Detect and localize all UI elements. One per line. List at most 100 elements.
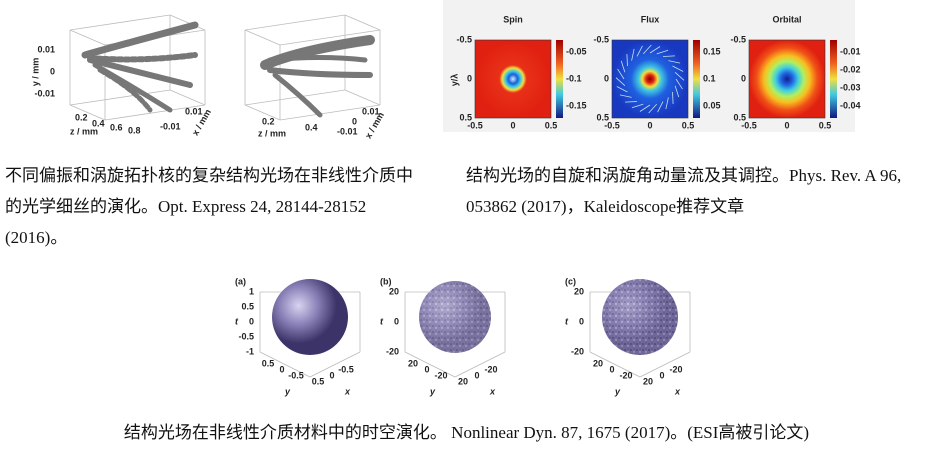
t-tick: -1 bbox=[246, 346, 254, 356]
axis-label: x bbox=[674, 386, 681, 396]
colorbar-tick: -0.05 bbox=[566, 46, 587, 56]
axis-label: z / mm bbox=[258, 128, 286, 138]
axis-label: t bbox=[235, 316, 239, 326]
x-tick: 0 bbox=[329, 370, 334, 380]
box-edge bbox=[309, 351, 361, 378]
caption-1: 不同偏振和涡旋拓扑核的复杂结构光场在非线性介质中的光学细丝的演化。Opt. Ex… bbox=[5, 166, 413, 247]
y-tick: 20 bbox=[593, 358, 603, 368]
panel-title: Spin bbox=[503, 14, 523, 24]
sphere bbox=[272, 279, 348, 355]
tick: 0.2 bbox=[262, 116, 275, 126]
flux-arrow bbox=[675, 78, 683, 90]
panel-label: (c) bbox=[565, 276, 576, 286]
colorbar-tick: 0.1 bbox=[703, 73, 716, 83]
x-tick: 20 bbox=[643, 376, 653, 386]
axis-label: t bbox=[380, 316, 384, 326]
panel-title: Flux bbox=[641, 14, 660, 24]
tick: 0.4 bbox=[305, 122, 318, 132]
flux-arrow bbox=[642, 44, 652, 55]
box-edge bbox=[404, 351, 456, 378]
x-tick: 0 bbox=[474, 370, 479, 380]
box-edge bbox=[639, 351, 691, 378]
axis-label: y/λ bbox=[449, 74, 459, 87]
panel-label: (a) bbox=[235, 276, 246, 286]
y-tick: -20 bbox=[434, 370, 447, 380]
axis-label: y bbox=[429, 386, 436, 396]
flux-arrow bbox=[626, 54, 628, 67]
x-tick: 0 bbox=[510, 120, 515, 130]
tick: 0.01 bbox=[185, 106, 203, 116]
colorbar-tick: 0.05 bbox=[703, 100, 721, 110]
flux-arrow bbox=[625, 101, 638, 103]
flux-arrow bbox=[657, 101, 664, 113]
flux-arrow bbox=[649, 46, 661, 54]
heatmap bbox=[748, 39, 826, 119]
box-edge bbox=[454, 351, 506, 378]
y-tick: 0 bbox=[609, 364, 614, 374]
x-tick: -20 bbox=[484, 364, 497, 374]
x-tick: -0.5 bbox=[338, 364, 354, 374]
flux-arrow bbox=[620, 60, 626, 73]
tick: -0.01 bbox=[34, 88, 55, 98]
axis-label: y / mm bbox=[30, 58, 40, 87]
x-tick: 0.5 bbox=[819, 120, 832, 130]
fig3: (a)10.50-0.5-1t0.50.500-0.5-0.5y x(b)200-… bbox=[235, 276, 691, 396]
filaments-2 bbox=[260, 35, 375, 118]
tick: 0.01 bbox=[37, 44, 55, 54]
t-tick: -20 bbox=[571, 346, 584, 356]
t-tick: 20 bbox=[389, 286, 399, 296]
y-tick: -0.5 bbox=[456, 34, 472, 44]
tick: 0.6 bbox=[110, 122, 123, 132]
x-tick: 0 bbox=[647, 120, 652, 130]
y-tick: 0 bbox=[279, 364, 284, 374]
tick: 0 bbox=[50, 66, 55, 76]
y-tick: 0.5 bbox=[733, 112, 746, 122]
x-tick: -0.5 bbox=[467, 120, 483, 130]
t-tick: 0 bbox=[249, 316, 254, 326]
x-tick: -0.5 bbox=[604, 120, 620, 130]
colorbar-tick: -0.03 bbox=[840, 82, 861, 92]
sphere-shade bbox=[419, 281, 491, 353]
y-tick: -20 bbox=[619, 370, 632, 380]
flux-arrow bbox=[617, 68, 625, 80]
flux-arrow bbox=[639, 104, 651, 112]
x-tick: 20 bbox=[458, 376, 468, 386]
colorbar-tick: -0.1 bbox=[566, 73, 582, 83]
t-tick: -20 bbox=[386, 346, 399, 356]
x-tick: 0 bbox=[659, 370, 664, 380]
t-tick: 0.5 bbox=[241, 301, 254, 311]
t-tick: 0 bbox=[579, 316, 584, 326]
tick: 0 bbox=[352, 116, 357, 126]
colorbar-tick: -0.04 bbox=[840, 100, 861, 110]
axis-label: y bbox=[614, 386, 621, 396]
fig2: Spin -0.05 -0.1 -0.15 -0.5 -0.5 0 0 0.5 0.5 Flux 0.… bbox=[456, 14, 860, 130]
flux-arrow bbox=[662, 55, 675, 57]
colorbar-tick: -0.02 bbox=[840, 64, 861, 74]
tick: -0.01 bbox=[337, 126, 358, 136]
y-tick: 0.5 bbox=[262, 358, 275, 368]
y-tick: -0.5 bbox=[730, 34, 746, 44]
tick: 0.8 bbox=[128, 125, 141, 135]
flux-arrow bbox=[672, 65, 684, 72]
panel-label: (b) bbox=[380, 276, 392, 286]
y-tick: 0 bbox=[467, 73, 472, 83]
box-edge bbox=[589, 351, 641, 378]
x-tick: -20 bbox=[669, 364, 682, 374]
x-tick: 0.5 bbox=[682, 120, 695, 130]
y-tick: 0.5 bbox=[596, 112, 609, 122]
colorbar-tick: -0.01 bbox=[840, 46, 861, 56]
colorbar bbox=[693, 40, 700, 118]
flux-arrow bbox=[674, 85, 680, 98]
flux-arrow bbox=[619, 94, 632, 98]
axis-label: x bbox=[344, 386, 351, 396]
y-tick: 0 bbox=[604, 73, 609, 83]
y-tick: -0.5 bbox=[288, 370, 304, 380]
caption-3: 结构光场在非线性介质材料中的时空演化。 Nonlinear Dyn. 87, 1… bbox=[123, 423, 810, 442]
colorbar bbox=[556, 40, 563, 118]
box-2 bbox=[244, 14, 381, 121]
t-tick: -0.5 bbox=[238, 331, 254, 341]
flux-arrow bbox=[616, 86, 628, 93]
t-tick: 20 bbox=[574, 286, 584, 296]
